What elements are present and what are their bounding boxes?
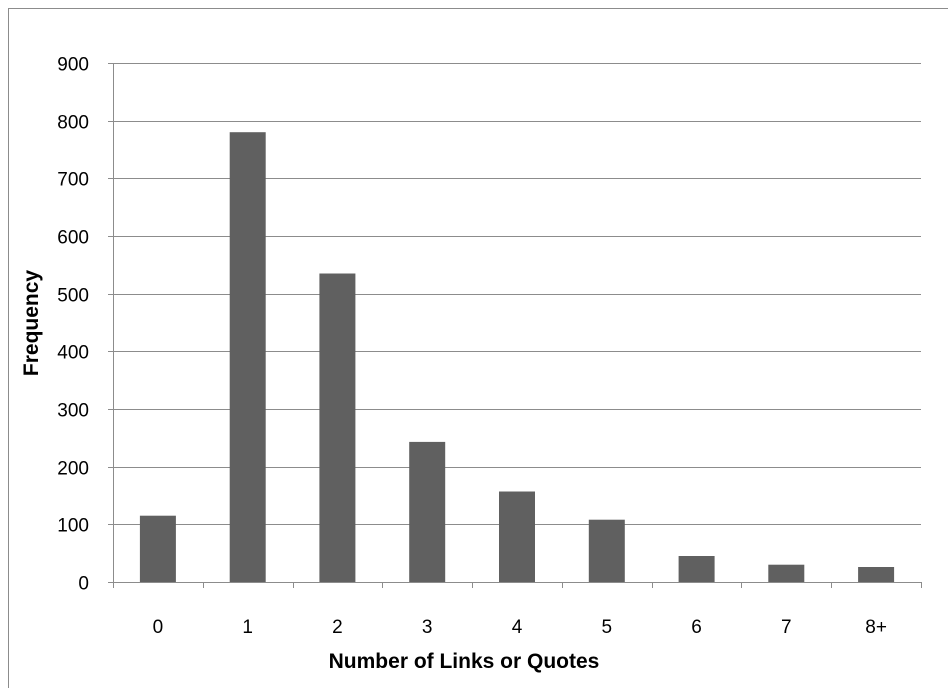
- x-axis-title: Number of Links or Quotes: [329, 650, 600, 673]
- x-tick-label-0: 0: [153, 617, 164, 638]
- bar-4: [499, 491, 535, 582]
- bars: [139, 132, 895, 582]
- x-tick-label-5: 5: [602, 617, 613, 638]
- y-tick-label-900: 900: [57, 55, 89, 76]
- y-tick-label-0: 0: [78, 574, 89, 595]
- bar-2: [319, 273, 356, 582]
- bar-0: [139, 515, 176, 582]
- x-tick-label-4: 4: [512, 617, 523, 638]
- y-tick-label-300: 300: [57, 401, 89, 422]
- bar-3: [409, 441, 446, 582]
- y-tick-label-400: 400: [57, 343, 89, 364]
- y-tick-label-700: 700: [57, 170, 89, 191]
- y-axis-title: Frequency: [20, 270, 43, 377]
- bar-5: [588, 519, 625, 582]
- x-tick-label-3: 3: [422, 617, 433, 638]
- x-tick-label-8+: 8+: [865, 617, 887, 638]
- y-tick-label-600: 600: [57, 228, 89, 249]
- x-tick-label-2: 2: [332, 617, 343, 638]
- y-tick-label-500: 500: [57, 286, 89, 307]
- axes: [108, 63, 922, 588]
- bar-7: [768, 564, 805, 582]
- x-tick-label-7: 7: [781, 617, 792, 638]
- x-tick-label-6: 6: [691, 617, 702, 638]
- y-tick-label-100: 100: [57, 516, 89, 537]
- bar-8+: [858, 567, 895, 582]
- y-tick-label-800: 800: [57, 113, 89, 134]
- bar-1: [229, 132, 266, 582]
- x-tick-labels: 0 1 2 3 4 5 6 7 8+: [153, 617, 887, 638]
- y-tick-labels: 0 100 200 300 400 500 600 700 800 900: [57, 55, 89, 595]
- y-tick-label-200: 200: [57, 459, 89, 480]
- bar-6: [678, 556, 715, 582]
- x-tick-label-1: 1: [242, 617, 253, 638]
